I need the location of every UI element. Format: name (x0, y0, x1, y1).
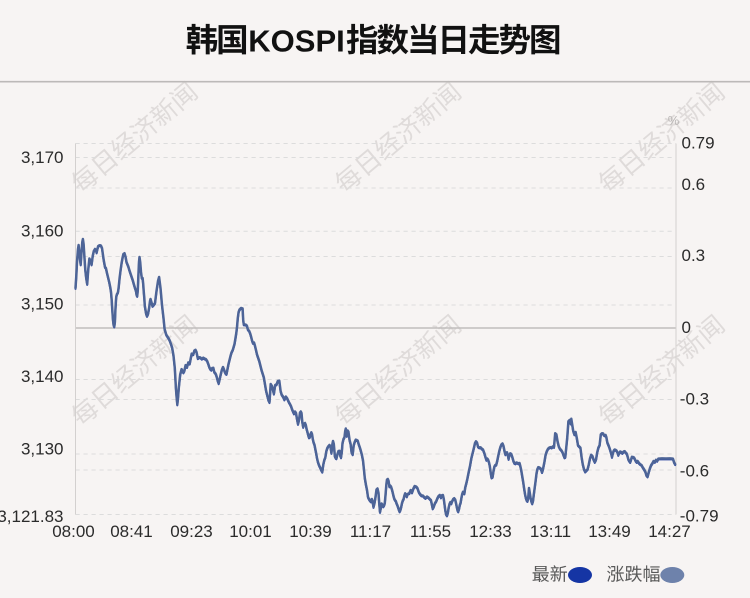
svg-text:09:23: 09:23 (170, 522, 213, 541)
svg-text:10:39: 10:39 (289, 522, 332, 541)
svg-text:-0.6: -0.6 (680, 462, 709, 481)
svg-text:11:55: 11:55 (410, 522, 451, 541)
svg-text:10:01: 10:01 (229, 522, 272, 541)
svg-text:3,140: 3,140 (21, 367, 64, 386)
svg-text:14:27: 14:27 (648, 522, 691, 541)
svg-text:0.79: 0.79 (682, 134, 715, 153)
svg-text:13:11: 13:11 (530, 522, 571, 541)
svg-text:3,150: 3,150 (21, 294, 64, 313)
svg-text:0.6: 0.6 (682, 175, 706, 194)
svg-text:-0.79: -0.79 (680, 507, 719, 526)
svg-text:KOSPI: KOSPI (248, 24, 344, 59)
svg-text:3,170: 3,170 (21, 148, 64, 167)
svg-text:13:49: 13:49 (588, 522, 631, 541)
svg-text:12:33: 12:33 (469, 522, 512, 541)
svg-text:3,121.83: 3,121.83 (0, 507, 64, 526)
svg-text:%: % (668, 113, 680, 128)
svg-text:0: 0 (682, 318, 691, 337)
svg-text:08:41: 08:41 (110, 522, 153, 541)
svg-text:-0.3: -0.3 (680, 390, 709, 409)
svg-text:3,160: 3,160 (21, 222, 64, 241)
svg-text:11:17: 11:17 (350, 522, 391, 541)
svg-text:0.3: 0.3 (682, 246, 706, 265)
svg-text:08:00: 08:00 (52, 522, 95, 541)
svg-text:3,130: 3,130 (21, 440, 64, 459)
